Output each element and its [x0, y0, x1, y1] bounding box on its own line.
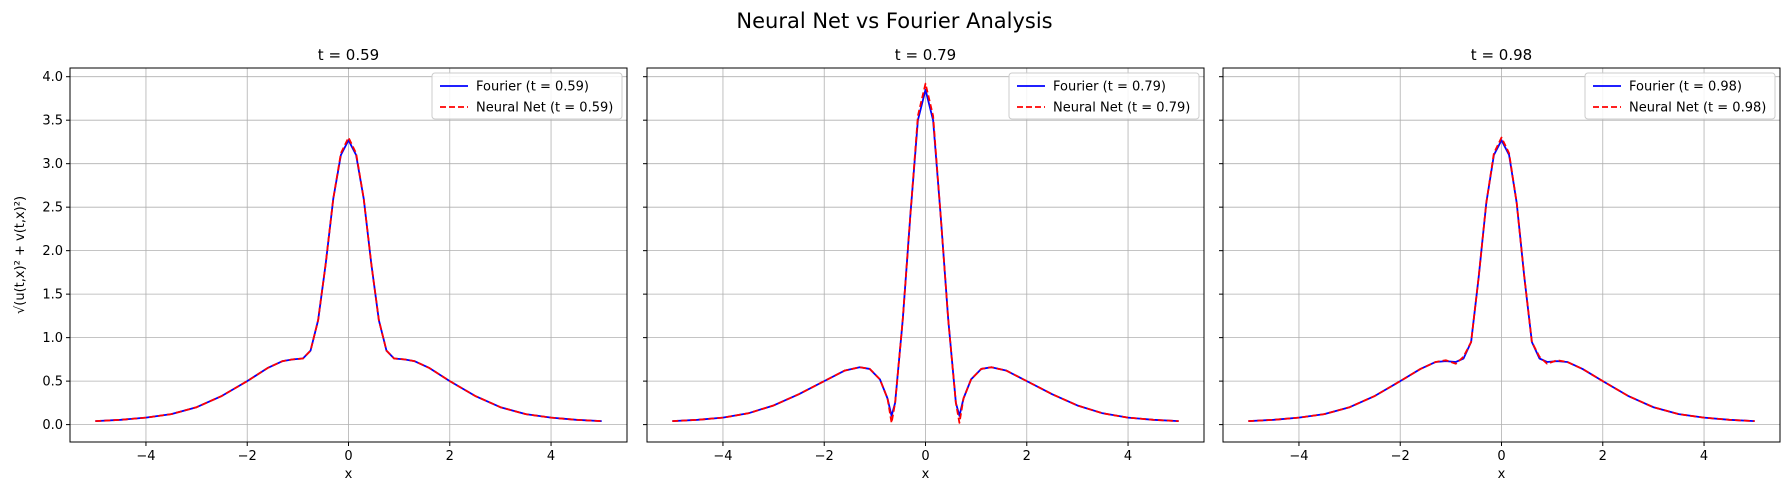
legend-box — [431, 72, 623, 120]
legend-label-fourier: Fourier (t = 0.59) — [476, 80, 589, 95]
chart-panel-2: −4 −2 0 2 4 x t = 0.79 Fourier (t = 0.79) Neural… — [643, 46, 1205, 482]
chart-panel-1: −4 −2 0 2 4 0.0 0.5 1.0 1.5 2.0 2.5 3.0 3.5 4.0 x √(u(t… — [13, 46, 628, 482]
x-axis-label: x — [922, 467, 930, 482]
legend-label-fourier: Fourier (t = 0.79) — [1053, 80, 1166, 95]
x-tick-label: 4 — [1124, 449, 1132, 464]
y-tick-label: 4.0 — [42, 70, 63, 85]
series-line-neural-net — [95, 136, 602, 423]
legend-label-fourier: Fourier (t = 0.98) — [1629, 80, 1742, 95]
x-tick-label: −4 — [1289, 449, 1308, 464]
figure-suptitle: Neural Net vs Fourier Analysis — [736, 9, 1052, 33]
x-tick-label: 0 — [1497, 449, 1505, 464]
x-tick-label: −4 — [136, 449, 155, 464]
x-axis-label: x — [1498, 467, 1506, 482]
legend: Fourier (t = 0.59) Neural Net (t = 0.59) — [431, 72, 623, 120]
panel-title: t = 0.59 — [318, 46, 379, 64]
y-tick-label: 1.5 — [42, 288, 63, 303]
y-tick-label: 2.5 — [42, 201, 63, 216]
x-tick-label: 2 — [1023, 449, 1031, 464]
x-tick-label: −2 — [238, 449, 257, 464]
x-tick-label: −4 — [713, 449, 732, 464]
chart-panel-3: −4 −2 0 2 4 x t = 0.98 Fourier (t = 0.98) Neural… — [1219, 46, 1781, 482]
x-axis-label: x — [345, 467, 353, 482]
legend: Fourier (t = 0.79) Neural Net (t = 0.79) — [1008, 72, 1200, 120]
legend-box — [1008, 72, 1200, 120]
x-tick-label: 0 — [921, 449, 929, 464]
y-tick-label: 3.0 — [42, 157, 63, 172]
panel-title: t = 0.98 — [1471, 46, 1532, 64]
legend-box — [1584, 72, 1776, 120]
y-axis-label: √(u(t,x)² + v(t,x)²) — [13, 196, 28, 314]
legend-label-neural-net: Neural Net (t = 0.98) — [1629, 101, 1766, 116]
y-tick-label: 0.0 — [42, 418, 63, 433]
legend-label-neural-net: Neural Net (t = 0.59) — [476, 101, 613, 116]
legend: Fourier (t = 0.98) Neural Net (t = 0.98) — [1584, 72, 1776, 120]
legend-label-neural-net: Neural Net (t = 0.79) — [1053, 101, 1190, 116]
y-tick-label: 3.5 — [42, 114, 63, 129]
x-tick-label: 2 — [1599, 449, 1607, 464]
x-tick-label: −2 — [815, 449, 834, 464]
y-tick-label: 1.0 — [42, 331, 63, 346]
series-line-neural-net — [672, 82, 1179, 424]
x-tick-label: 4 — [547, 449, 555, 464]
panels: −4 −2 0 2 4 0.0 0.5 1.0 1.5 2.0 2.5 3.0 3.5 4.0 x √(u(t… — [13, 46, 1781, 482]
x-tick-label: 2 — [446, 449, 454, 464]
y-tick-label: 0.5 — [42, 375, 63, 390]
x-tick-label: 0 — [344, 449, 352, 464]
series-line-neural-net — [1248, 136, 1755, 423]
panel-title: t = 0.79 — [895, 46, 956, 64]
x-tick-label: 4 — [1700, 449, 1708, 464]
y-tick-label: 2.0 — [42, 244, 63, 259]
x-tick-label: −2 — [1391, 449, 1410, 464]
